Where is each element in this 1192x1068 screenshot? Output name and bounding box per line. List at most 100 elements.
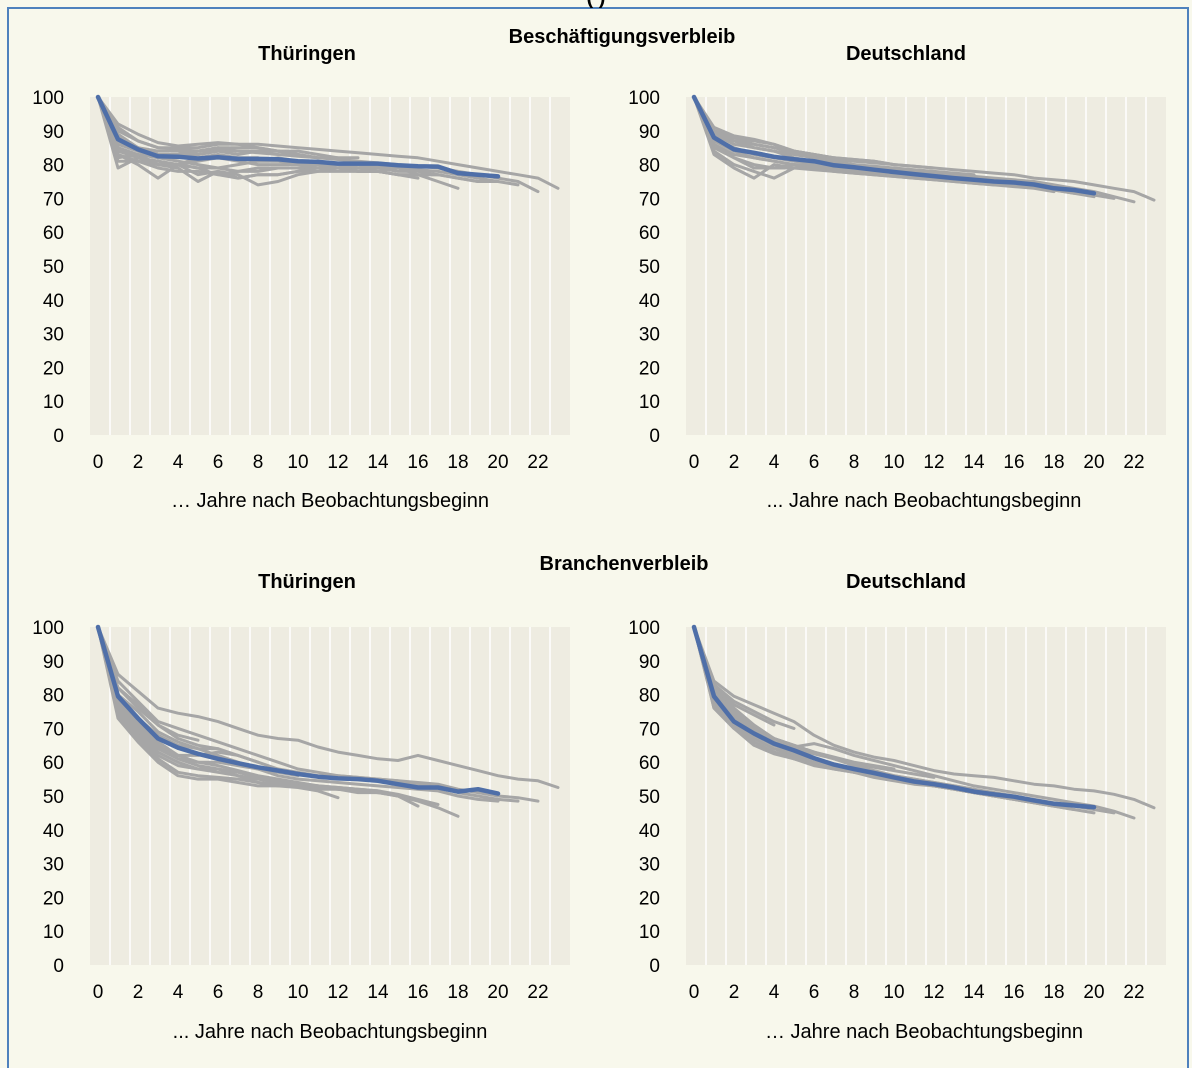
chart-panel-1: Deutschland 0 10 20 30 40 50 60 70 80 90 100 0 2 4 6 8 10… bbox=[628, 43, 1166, 512]
y-tick-label: 50 bbox=[43, 787, 64, 808]
y-tick-label: 40 bbox=[43, 291, 64, 312]
section-title-branche: Branchenverbleib bbox=[540, 553, 709, 575]
chart-panel-0: Thüringen 0 10 20 30 40 50 60 70 80 90 100 0 2 4 6 8 10 12… bbox=[32, 43, 570, 512]
y-tick-label: 40 bbox=[639, 821, 660, 842]
y-tick-label: 60 bbox=[639, 223, 660, 244]
x-tick-label: 14 bbox=[367, 982, 389, 1003]
y-tick-label: 90 bbox=[639, 122, 660, 143]
x-tick-label: 2 bbox=[729, 982, 740, 1003]
x-tick-label: 20 bbox=[487, 982, 508, 1003]
x-tick-label: 4 bbox=[769, 452, 780, 473]
y-tick-label: 10 bbox=[43, 922, 64, 943]
x-tick-label: 18 bbox=[1043, 452, 1064, 473]
figure-border bbox=[7, 7, 1189, 1068]
x-tick-label: 0 bbox=[689, 452, 700, 473]
x-tick-label: 10 bbox=[883, 982, 904, 1003]
series-line bbox=[692, 95, 1036, 189]
x-tick-label: 10 bbox=[287, 452, 308, 473]
x-tick-label: 2 bbox=[133, 452, 144, 473]
series-line bbox=[96, 95, 560, 190]
chart-panel-2: Thüringen 0 10 20 30 40 50 60 70 80 90 100 0 2 4 6 8 10 12… bbox=[32, 571, 570, 1043]
y-tick-label: 70 bbox=[639, 189, 660, 210]
y-tick-label: 40 bbox=[639, 291, 660, 312]
x-tick-label: 12 bbox=[923, 982, 944, 1003]
header-text: ( ) bbox=[587, 0, 606, 9]
y-tick-label: 40 bbox=[43, 821, 64, 842]
x-tick-label: 4 bbox=[173, 982, 184, 1003]
x-tick-label: 8 bbox=[253, 452, 264, 473]
y-tick-label: 100 bbox=[32, 88, 64, 109]
series-line bbox=[96, 95, 300, 160]
y-tick-label: 0 bbox=[649, 956, 660, 977]
y-tick-label: 90 bbox=[43, 122, 64, 143]
x-tick-label: 16 bbox=[407, 982, 428, 1003]
x-tick-label: 14 bbox=[367, 452, 389, 473]
x-tick-label: 16 bbox=[1003, 452, 1024, 473]
mean-series-line bbox=[95, 94, 501, 179]
y-tick-label: 50 bbox=[43, 257, 64, 278]
series-line bbox=[96, 95, 340, 160]
x-tick-label: 6 bbox=[809, 982, 820, 1003]
y-tick-label: 10 bbox=[639, 922, 660, 943]
x-tick-label: 20 bbox=[487, 452, 508, 473]
x-tick-label: 22 bbox=[527, 982, 548, 1003]
chart-panel-3: Deutschland 0 10 20 30 40 50 60 70 80 90 100 0 2 4 6 8 10… bbox=[628, 571, 1166, 1043]
y-tick-label: 100 bbox=[628, 88, 660, 109]
x-tick-label: 6 bbox=[213, 452, 224, 473]
x-tick-label: 8 bbox=[849, 452, 860, 473]
y-tick-label: 80 bbox=[43, 686, 64, 707]
x-tick-label: 8 bbox=[253, 982, 264, 1003]
y-tick-label: 100 bbox=[628, 618, 660, 639]
section-title-beschaeftigung: Beschäftigungsverbleib bbox=[509, 26, 736, 48]
x-tick-label: 20 bbox=[1083, 982, 1104, 1003]
y-tick-label: 20 bbox=[639, 358, 660, 379]
y-tick-label: 30 bbox=[43, 855, 64, 876]
panel-title: Deutschland bbox=[846, 571, 966, 593]
x-tick-label: 14 bbox=[963, 452, 985, 473]
y-tick-label: 30 bbox=[639, 855, 660, 876]
x-tick-label: 0 bbox=[93, 982, 104, 1003]
y-tick-label: 70 bbox=[43, 189, 64, 210]
y-tick-label: 80 bbox=[639, 156, 660, 177]
y-tick-label: 70 bbox=[43, 719, 64, 740]
y-tick-label: 90 bbox=[639, 652, 660, 673]
x-tick-label: 22 bbox=[1123, 982, 1144, 1003]
x-axis-label: … Jahre nach Beobachtungsbeginn bbox=[171, 490, 489, 512]
series-line bbox=[96, 625, 420, 808]
x-tick-label: 8 bbox=[849, 982, 860, 1003]
y-tick-label: 0 bbox=[53, 426, 64, 447]
panel-title: Thüringen bbox=[258, 43, 356, 65]
y-tick-label: 70 bbox=[639, 719, 660, 740]
x-tick-label: 4 bbox=[769, 982, 780, 1003]
x-tick-label: 2 bbox=[729, 452, 740, 473]
y-tick-label: 20 bbox=[43, 888, 64, 909]
x-tick-label: 16 bbox=[407, 452, 428, 473]
x-tick-label: 0 bbox=[93, 452, 104, 473]
y-tick-label: 100 bbox=[32, 618, 64, 639]
x-axis-label: … Jahre nach Beobachtungsbeginn bbox=[765, 1021, 1083, 1043]
x-tick-label: 10 bbox=[883, 452, 904, 473]
series-line bbox=[692, 625, 896, 771]
x-tick-label: 12 bbox=[327, 452, 348, 473]
x-tick-label: 12 bbox=[923, 452, 944, 473]
x-tick-label: 16 bbox=[1003, 982, 1024, 1003]
x-tick-label: 10 bbox=[287, 982, 308, 1003]
x-axis-label: ... Jahre nach Beobachtungsbeginn bbox=[173, 1021, 488, 1043]
mean-series-line bbox=[95, 624, 501, 796]
x-tick-label: 6 bbox=[809, 452, 820, 473]
y-tick-label: 10 bbox=[639, 392, 660, 413]
y-tick-label: 10 bbox=[43, 392, 64, 413]
y-tick-label: 0 bbox=[53, 956, 64, 977]
y-tick-label: 30 bbox=[639, 325, 660, 346]
series-line bbox=[96, 625, 260, 764]
x-tick-label: 2 bbox=[133, 982, 144, 1003]
x-tick-label: 14 bbox=[963, 982, 985, 1003]
x-tick-label: 18 bbox=[447, 452, 468, 473]
y-tick-label: 60 bbox=[43, 753, 64, 774]
mean-series-line bbox=[691, 624, 1097, 810]
series-line bbox=[96, 625, 380, 795]
mean-series-line bbox=[691, 94, 1097, 196]
